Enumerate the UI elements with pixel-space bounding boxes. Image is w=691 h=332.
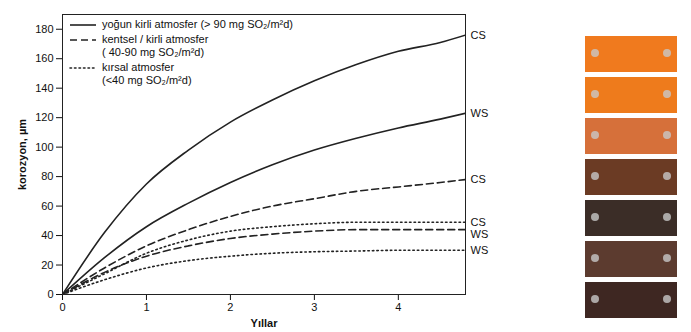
- svg-text:Yıllar: Yıllar: [251, 317, 279, 329]
- svg-text:80: 80: [41, 170, 53, 182]
- svg-text:60: 60: [41, 200, 53, 212]
- html-text:yoğun kirli atmosfer (> 90 mg: yoğun kirli atmosfer (> 90 mg SO₂/m²d): [102, 18, 293, 30]
- svg-text:korozyon, µm: korozyon, µm: [16, 119, 28, 190]
- svg-text:160: 160: [35, 52, 53, 64]
- svg-text:WS: WS: [471, 107, 489, 119]
- html-text:kentsel / kirli atmosfer: kentsel / kirli atmosfer: [102, 33, 209, 45]
- svg-text:3: 3: [311, 301, 317, 313]
- svg-text:1: 1: [143, 301, 149, 313]
- svg-text:WS: WS: [471, 228, 489, 240]
- html-text:( 40-90 mg SO₂/m²d): ( 40-90 mg SO₂/m²d): [102, 46, 205, 58]
- svg-text:120: 120: [35, 111, 53, 123]
- svg-text:CS: CS: [471, 216, 486, 228]
- html-text:kırsal atmosfer: kırsal atmosfer: [102, 61, 175, 73]
- svg-text:WS: WS: [471, 244, 489, 256]
- svg-text:2: 2: [227, 301, 233, 313]
- html-text:(<40 mg SO₂/m²d): (<40 mg SO₂/m²d): [102, 74, 192, 86]
- svg-text:CS: CS: [471, 173, 486, 185]
- svg-text:40: 40: [41, 229, 53, 241]
- svg-text:100: 100: [35, 141, 53, 153]
- svg-text:0: 0: [47, 288, 53, 300]
- svg-text:CS: CS: [471, 29, 486, 41]
- svg-text:20: 20: [41, 259, 53, 271]
- svg-text:4: 4: [395, 301, 401, 313]
- svg-text:180: 180: [35, 23, 53, 35]
- svg-text:0: 0: [59, 301, 65, 313]
- svg-text:140: 140: [35, 82, 53, 94]
